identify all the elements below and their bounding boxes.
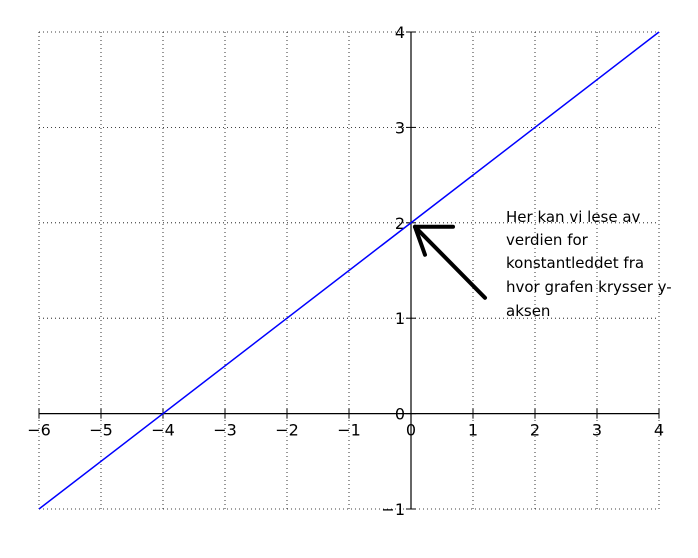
tick-labels: −6 −5 −4 −3 −2 −1 0 1 2 3 4 −1 0 1 2 3 4 <box>27 23 664 519</box>
y-tick-label: 2 <box>395 214 405 233</box>
series-line <box>38 31 660 510</box>
annotation-arrow <box>413 224 487 300</box>
x-tick-label: −2 <box>275 421 299 440</box>
x-tick-label: 2 <box>530 421 540 440</box>
y-tick-label: 1 <box>395 309 405 328</box>
x-tick-label: 3 <box>592 421 602 440</box>
y-tick-label: 0 <box>395 405 405 424</box>
x-tick-label: −5 <box>89 421 113 440</box>
annotation-line-5: aksen <box>506 302 551 320</box>
ticks <box>38 31 660 510</box>
arrow-shaft <box>413 224 487 300</box>
y-tick-label: 4 <box>395 23 405 42</box>
x-tick-label: −4 <box>151 421 175 440</box>
x-tick-label: 1 <box>468 421 478 440</box>
x-tick-label: −1 <box>337 421 361 440</box>
x-tick-label: 4 <box>654 421 664 440</box>
series <box>38 31 660 510</box>
y-tick-label: 3 <box>395 118 405 137</box>
arrow-head-left <box>413 224 427 257</box>
x-tick-label: −3 <box>213 421 237 440</box>
x-tick-label: 0 <box>406 421 416 440</box>
annotation-line-2: verdien for <box>506 231 588 249</box>
annotation-line-3: konstantleddet fra <box>506 254 645 272</box>
x-tick-label: −6 <box>27 421 51 440</box>
annotation-line-4: hvor grafen krysser y- <box>506 278 672 296</box>
annotation-line-1: Her kan vi lese av <box>506 208 641 226</box>
y-tick-label: −1 <box>381 500 405 519</box>
